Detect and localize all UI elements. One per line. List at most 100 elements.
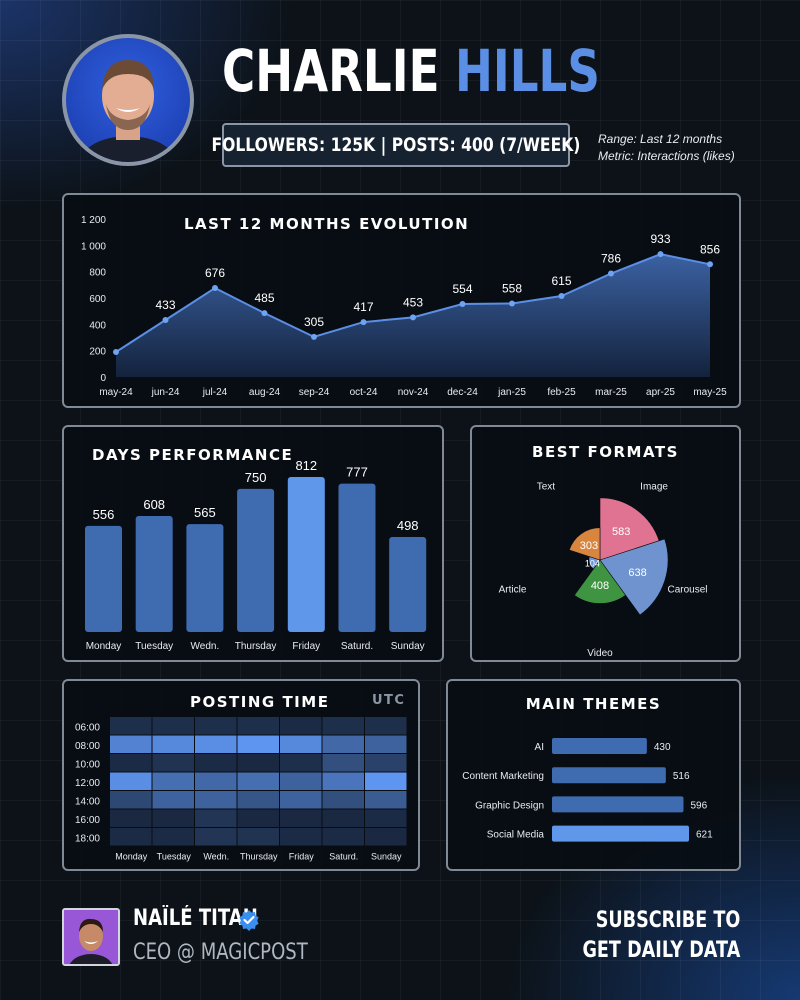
heatmap-cell (110, 809, 152, 827)
y-tick-label: 1 200 (81, 215, 106, 226)
day-bar (237, 488, 275, 632)
days-panel: DAYS PERFORMANCE 556 Monday 608 Tuesday 565 W… (62, 425, 444, 662)
theme-value-label: 430 (654, 742, 671, 753)
posting-title: POSTING TIME (190, 693, 330, 711)
evolution-point (657, 251, 664, 258)
stats-text: FOLLOWERS: 125K | POSTS: 400 (7/WEEK) (211, 134, 581, 156)
days-title: DAYS PERFORMANCE (92, 446, 294, 464)
author-name: NAÏLÉ TITAH (133, 906, 258, 931)
heatmap-row-label: 06:00 (75, 722, 100, 733)
utc-badge: UTC (372, 693, 406, 708)
evolution-point (608, 270, 614, 277)
format-slice (599, 538, 669, 616)
evolution-area (116, 254, 710, 377)
heatmap-cell (280, 791, 322, 809)
heatmap-cell (322, 735, 364, 753)
heatmap-cell (152, 791, 194, 809)
heatmap-col-label: Monday (115, 852, 148, 862)
days-chart: 556 Monday 608 Tuesday 565 Wedn. 750 Thursday 81… (85, 458, 427, 652)
format-category-label: Article (499, 584, 527, 595)
heatmap-cell (365, 809, 407, 827)
subscribe-cta[interactable]: SUBSCRIBE TO GET DAILY DATA (582, 906, 740, 966)
profile-first-name: CHARLIE (222, 37, 440, 105)
evolution-value-label: 305 (304, 315, 324, 329)
heatmap-row-label: 16:00 (75, 815, 100, 826)
format-value-label: 638 (628, 567, 646, 579)
x-tick-label: aug-24 (249, 387, 281, 398)
day-bar (186, 524, 224, 632)
evolution-point (558, 293, 565, 300)
heatmap-cell (152, 717, 194, 735)
heatmap-cell (322, 754, 364, 772)
posting-panel: POSTING TIME UTC 06:00 08:00 10:00 12:00 14:… (62, 679, 420, 871)
heatmap-cell (280, 772, 322, 790)
x-tick-label: may-25 (693, 387, 727, 398)
heatmap-cell (195, 809, 237, 827)
evolution-value-label: 786 (601, 252, 621, 266)
day-value-label: 608 (143, 497, 165, 512)
format-category-label: Image (640, 482, 668, 493)
format-value-label: 104 (585, 558, 600, 568)
heatmap-cell (152, 772, 194, 790)
x-tick-label: mar-25 (595, 387, 627, 398)
theme-value-label: 596 (690, 800, 707, 811)
x-tick-label: jun-24 (151, 387, 180, 398)
formats-title: BEST FORMATS (532, 443, 679, 461)
x-tick-label: feb-25 (547, 387, 576, 398)
theme-bar (552, 825, 689, 842)
evolution-value-label: 676 (205, 266, 225, 280)
evolution-value-label: 856 (700, 242, 720, 256)
verified-badge-icon (239, 910, 259, 931)
evolution-value-label: 558 (502, 282, 522, 296)
heatmap-cell (365, 754, 407, 772)
heatmap-cell (365, 828, 407, 846)
heatmap-col-label: Thursday (240, 852, 278, 862)
format-category-label: Text (537, 482, 556, 493)
heatmap-cell (195, 754, 237, 772)
y-tick-label: 1 000 (81, 241, 106, 252)
evolution-value-label: 615 (551, 274, 571, 288)
evolution-value-label: 417 (353, 300, 373, 314)
theme-value-label: 621 (696, 830, 713, 841)
heatmap-cell (365, 717, 407, 735)
theme-category-label: Social Media (487, 830, 545, 841)
heatmap-cell (365, 735, 407, 753)
day-category-label: Tuesday (135, 641, 173, 652)
day-category-label: Friday (292, 641, 320, 652)
evolution-value-label: 554 (452, 282, 472, 296)
y-tick-label: 400 (89, 320, 106, 331)
day-bar (389, 536, 427, 632)
evolution-value-label: 453 (403, 295, 423, 309)
cta-line-1: SUBSCRIBE TO (595, 908, 740, 933)
x-tick-label: oct-24 (350, 387, 378, 398)
heatmap-cell (152, 809, 194, 827)
heatmap-cell (237, 735, 279, 753)
stats-badge: FOLLOWERS: 125K | POSTS: 400 (7/WEEK) (212, 123, 580, 167)
evolution-title: LAST 12 MONTHS EVOLUTION (184, 215, 470, 233)
day-value-label: 777 (346, 465, 368, 480)
theme-value-label: 516 (673, 771, 690, 782)
themes-chart: AI 430 Content Marketing 516 Graphic Design 5… (462, 738, 713, 842)
heatmap-cell (110, 791, 152, 809)
x-tick-label: dec-24 (447, 387, 478, 398)
evolution-point (261, 310, 268, 317)
format-slice (599, 497, 660, 561)
x-tick-label: apr-25 (646, 387, 675, 398)
evolution-value-label: 485 (254, 291, 274, 305)
evolution-point (212, 284, 218, 291)
author-role: CEO @ MAGICPOST (133, 940, 308, 965)
day-value-label: 812 (295, 458, 317, 473)
heatmap-cell (322, 791, 364, 809)
author-avatar (62, 908, 120, 966)
heatmap-row-label: 08:00 (75, 741, 100, 752)
format-slice (574, 559, 626, 604)
day-category-label: Monday (86, 641, 122, 652)
day-bar (85, 525, 122, 632)
y-tick-label: 0 (100, 373, 106, 384)
heatmap-cell (280, 735, 322, 753)
heatmap-cell (110, 735, 152, 753)
day-value-label: 556 (93, 507, 115, 522)
x-tick-label: jul-24 (202, 387, 228, 398)
heatmap-cell (237, 791, 279, 809)
y-tick-label: 200 (89, 347, 106, 358)
